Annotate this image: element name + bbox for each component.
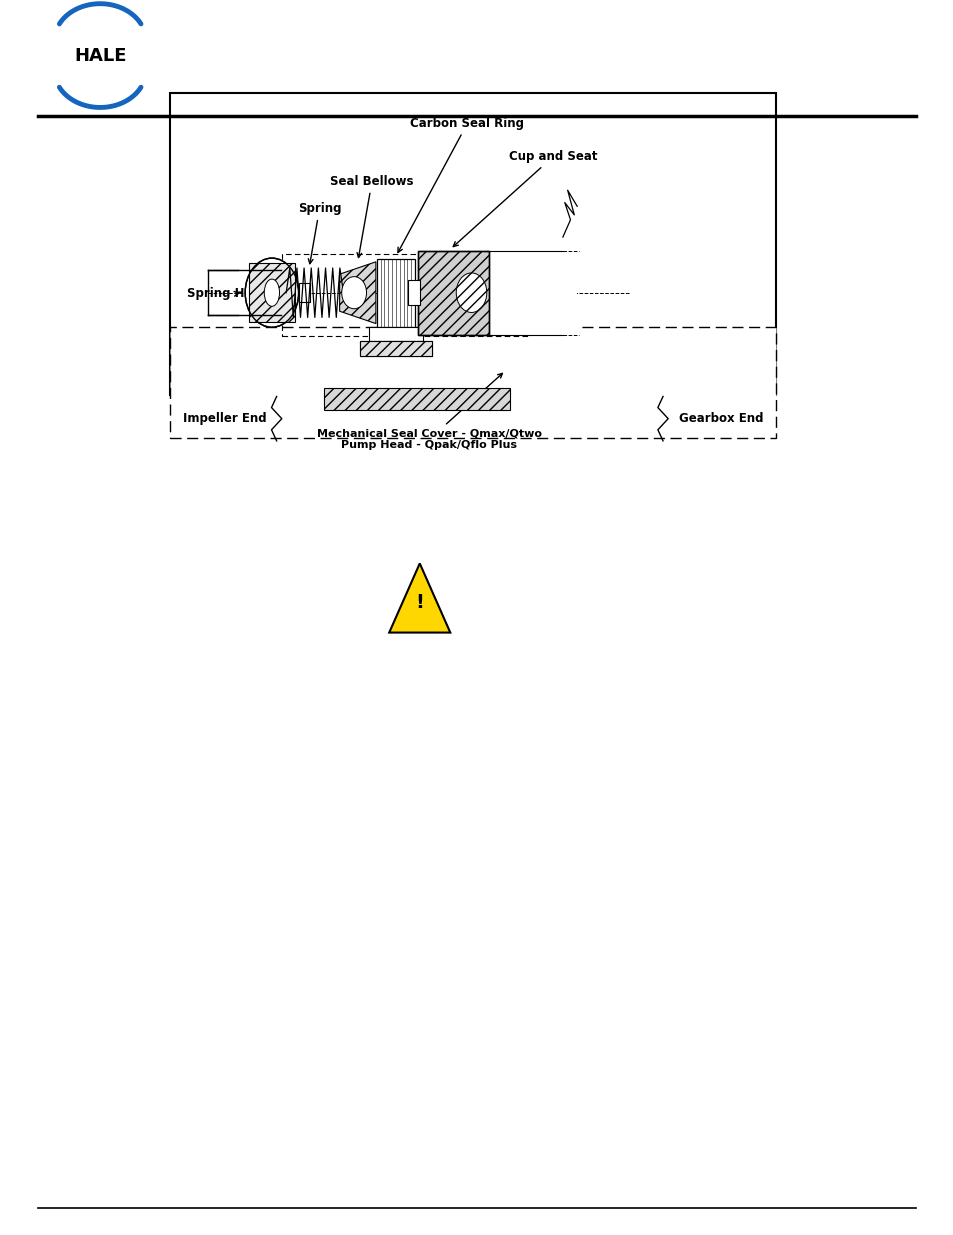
Circle shape — [456, 273, 486, 312]
Ellipse shape — [264, 279, 279, 306]
Polygon shape — [339, 262, 375, 324]
Text: Mechanical Seal Cover - Qmax/Qtwo
Pump Head - Qpak/Qflo Plus: Mechanical Seal Cover - Qmax/Qtwo Pump H… — [316, 373, 541, 450]
Bar — [417, 251, 489, 335]
Text: HALE: HALE — [73, 47, 127, 64]
Bar — [486, 251, 577, 335]
Text: Cup and Seat: Cup and Seat — [453, 149, 597, 247]
Circle shape — [341, 277, 366, 309]
Polygon shape — [389, 563, 450, 632]
Text: Spring Holder: Spring Holder — [187, 288, 278, 300]
Text: Seal Bellows: Seal Bellows — [330, 174, 414, 258]
Bar — [376, 258, 415, 326]
Text: Carbon Seal Ring: Carbon Seal Ring — [397, 116, 524, 252]
Bar — [359, 341, 432, 357]
Bar — [249, 263, 294, 322]
Bar — [170, 327, 775, 438]
Bar — [324, 388, 510, 410]
Text: !: ! — [415, 594, 424, 613]
Text: Impeller End: Impeller End — [183, 412, 267, 425]
Bar — [369, 326, 422, 341]
Bar — [170, 93, 775, 395]
Bar — [298, 284, 310, 303]
Bar — [408, 280, 419, 305]
Bar — [359, 341, 432, 357]
Bar — [417, 251, 489, 335]
Bar — [282, 254, 530, 336]
Text: Spring: Spring — [297, 201, 341, 264]
Circle shape — [245, 258, 298, 327]
Text: Gearbox End: Gearbox End — [678, 412, 762, 425]
